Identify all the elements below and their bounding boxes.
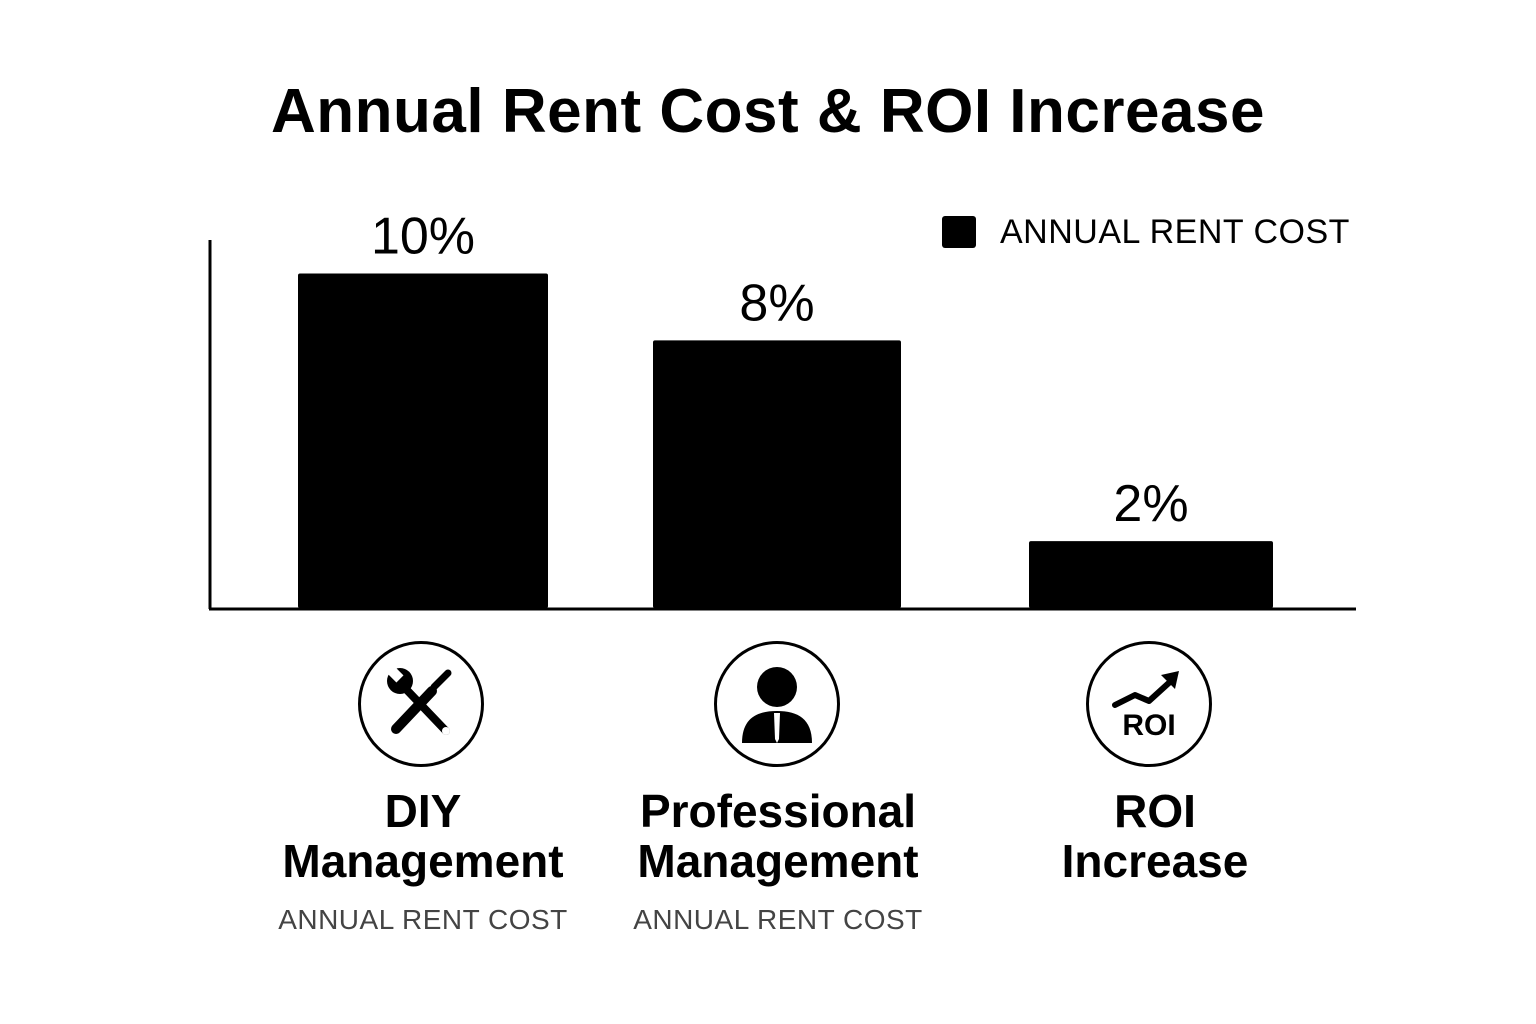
chart-title: Annual Rent Cost & ROI Increase <box>271 77 1265 146</box>
legend: ANNUAL RENT COST <box>942 212 1350 251</box>
category-label-line1: Professional <box>639 785 917 837</box>
category-label-line1: DIY <box>384 785 462 837</box>
category-label-roi: ROI Increase <box>945 786 1365 886</box>
bar-value-label-3: 2% <box>1113 475 1188 533</box>
bar-value-label-2: 8% <box>739 274 814 332</box>
category-label-line2: Increase <box>1061 835 1249 887</box>
category-icon-roi: ROI <box>1086 641 1212 767</box>
category-icon-professional <box>714 641 840 767</box>
legend-label: ANNUAL RENT COST <box>1000 212 1350 251</box>
tools-icon <box>386 665 452 735</box>
bar-3 <box>1029 541 1273 608</box>
legend-swatch <box>942 216 976 248</box>
bar-1 <box>298 273 548 608</box>
person-icon <box>742 667 812 743</box>
bar-2 <box>653 340 901 608</box>
category-label-line2: Management <box>637 835 919 887</box>
category-label-diy: DIY Management <box>213 786 633 886</box>
category-sublabel-diy: ANNUAL RENT COST <box>278 904 568 935</box>
bar-value-label-1: 10% <box>371 207 475 265</box>
category-icon-diy <box>358 641 484 767</box>
roi-trend-icon: ROI <box>1112 671 1179 742</box>
roi-icon-text: ROI <box>1122 709 1175 742</box>
category-sublabel-professional: ANNUAL RENT COST <box>633 904 923 935</box>
category-label-professional: Professional Management <box>568 786 988 886</box>
category-label-line1: ROI <box>1114 785 1196 837</box>
category-label-line2: Management <box>282 835 564 887</box>
